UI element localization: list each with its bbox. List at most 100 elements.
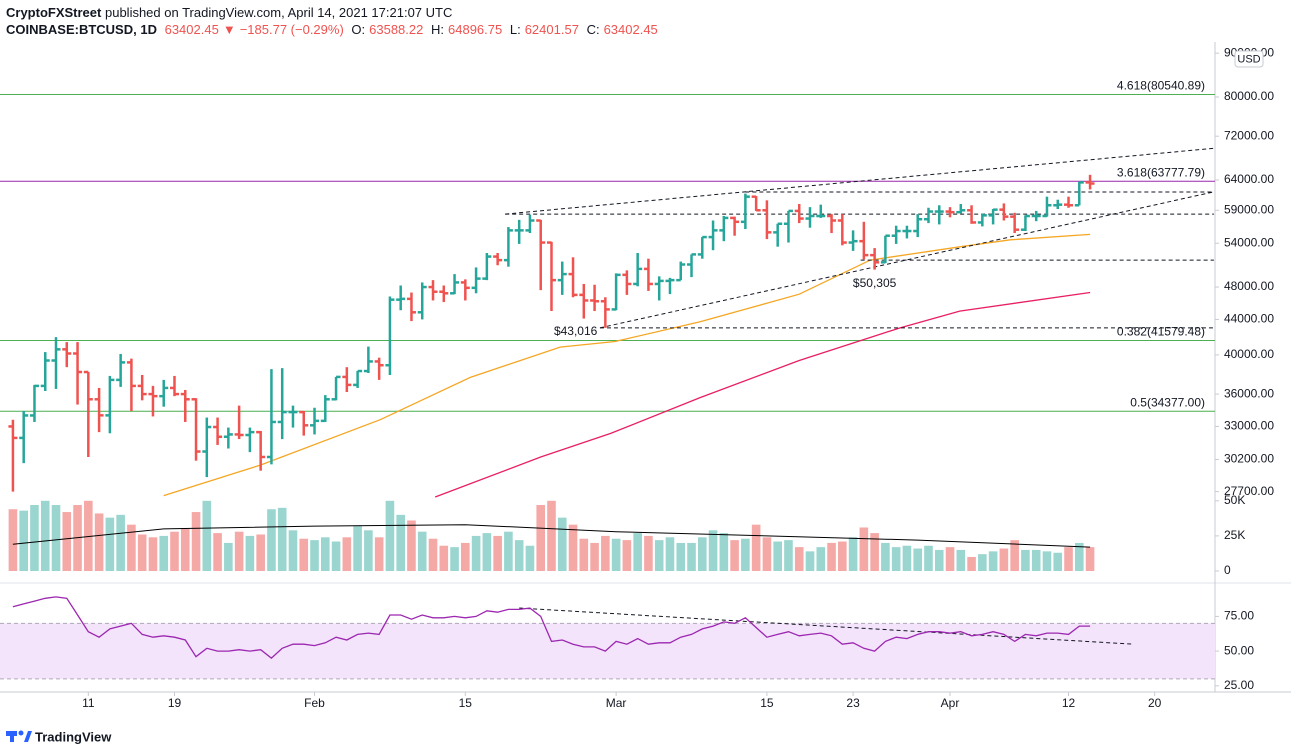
volume-bar [967,556,976,571]
volume-bar [1085,547,1095,571]
volume-bar [514,540,524,571]
volume-bar [8,509,18,571]
volume-bar [40,500,50,571]
volume-bar [331,541,341,571]
volume-bar [213,533,222,571]
volume-bar [288,530,298,571]
volume-bar [299,538,309,571]
published: published on TradingView.com, April 14, … [104,5,453,20]
y-tick-label: 80000.00 [1224,89,1274,103]
y-tick-label: 75.00 [1224,609,1254,623]
volume-bar [816,547,826,571]
volume-bar [180,528,190,571]
volume-bar [396,514,405,571]
brand-logo [6,730,32,742]
change-arrow: ▼ [222,22,236,37]
y-tick-label: 27700.00 [1224,484,1274,498]
volume-bar [881,542,890,571]
volume-bar [590,542,599,571]
y-tick-label: 36000.00 [1224,386,1274,400]
volume-bar [1064,547,1073,571]
volume-bar [601,535,610,571]
volume-bar [202,500,212,571]
volume-bar [310,540,319,571]
volume-bar [1031,549,1041,571]
volume-bar [622,540,632,571]
volume-bar [708,530,718,571]
volume-bar [784,540,793,571]
x-tick-label: Mar [606,696,627,710]
volume-bar [116,514,125,571]
volume-bar [364,530,373,571]
volume-bar [956,549,966,571]
volume-bar [62,512,72,571]
volume-bar [137,534,147,571]
x-tick-label: 15 [459,696,473,710]
publisher[interactable]: CryptoFXStreet [6,5,102,20]
volume-bar [30,505,39,571]
x-tick-label: 11 [82,696,95,710]
open-label: O: [351,22,366,37]
y-tick-label: 33000.00 [1224,419,1274,433]
volume-bar [934,549,944,571]
x-tick-label: 20 [1148,696,1162,710]
volume-bar [105,517,115,571]
symbol[interactable]: COINBASE:BTCUSD, 1D [6,22,157,37]
volume-bar [676,542,686,571]
volume-bar [170,531,179,571]
x-tick-label: 19 [168,696,182,710]
volume-bar [805,551,815,571]
volume-bar [978,554,987,571]
volume-bar [913,548,923,571]
volume-bar [762,537,772,571]
fib-level-label: 0.5(34377.00) [1130,395,1205,409]
volume-bar [924,545,933,571]
low-label: L: [509,22,521,37]
volume-bar [633,533,642,571]
volume-bar [848,537,858,571]
volume-bar [385,500,395,571]
volume-bar [687,542,696,571]
volume-bar [536,505,546,571]
fib-level-label: 0.382(41579.48) [1117,325,1205,339]
last-price: 63402.45 [164,22,219,37]
volume-bar [902,545,912,571]
volume-bar [999,548,1009,571]
volume-bar [342,537,352,571]
y-tick-label: 25K [1224,528,1245,542]
close-label: C: [586,22,600,37]
close-value: 63402.45 [603,22,658,37]
volume-bar [1053,552,1063,571]
volume-bar [568,524,578,571]
volume-bar [267,509,276,571]
volume-bar [557,517,567,571]
unit-label: USD [1237,53,1260,65]
volume-bar [127,524,136,571]
volume-bar [751,524,761,571]
y-tick-label: 40000.00 [1224,347,1274,361]
volume-bar [773,541,782,571]
x-tick-label: Feb [304,696,325,710]
volume-bar [374,537,384,571]
x-tick-label: 12 [1062,696,1076,710]
volume-bar [891,547,901,571]
volume-bar [256,534,265,571]
volume-bar [859,527,869,571]
y-tick-label: 72000.00 [1224,128,1274,142]
volume-bar [320,537,330,571]
volume-bar [827,542,836,571]
volume-bar [547,500,556,571]
volume-bar [644,535,653,571]
volume-bar [870,533,879,571]
volume-bar [439,545,449,571]
volume-bar [493,535,502,571]
y-tick-label: 59000.00 [1224,202,1274,216]
volume-bar [353,526,362,571]
y-tick-label: 48000.00 [1224,279,1274,293]
volume-bar [19,510,28,571]
annotation: $43,016 [554,324,598,338]
volume-bar [417,531,427,571]
rsi-band [0,623,1215,679]
